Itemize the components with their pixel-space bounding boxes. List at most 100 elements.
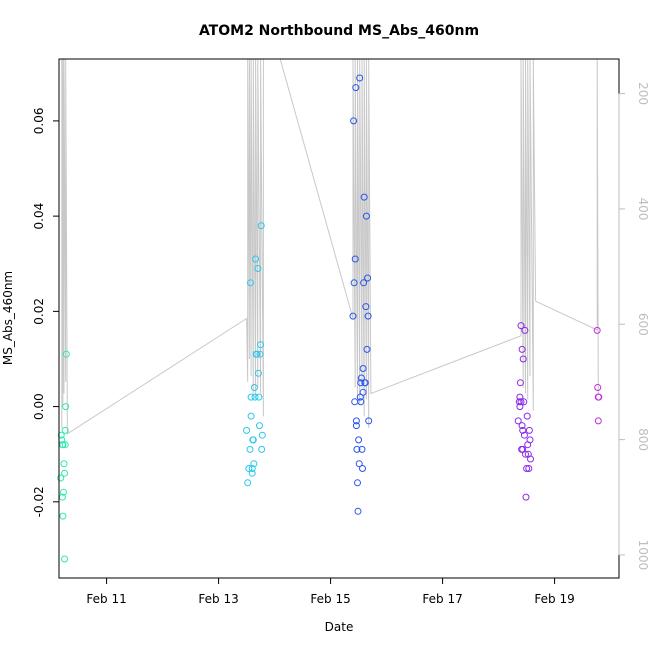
data-point <box>257 341 265 349</box>
data-point <box>59 441 67 449</box>
data-point <box>251 393 259 401</box>
data-point <box>249 436 257 444</box>
data-point <box>59 512 67 520</box>
data-point <box>250 460 258 468</box>
data-point <box>362 212 370 220</box>
data-point <box>520 398 528 406</box>
data-point <box>256 350 264 358</box>
data-point <box>349 312 357 320</box>
data-point <box>61 441 69 449</box>
data-point <box>357 379 365 387</box>
data-point <box>516 393 524 401</box>
data-point <box>359 365 367 372</box>
data-point <box>61 555 69 563</box>
data-point <box>248 469 256 477</box>
data-point <box>243 426 251 434</box>
data-point <box>518 422 526 430</box>
data-point <box>57 474 65 482</box>
y2-tick-label: 600 <box>636 313 650 336</box>
data-point <box>593 326 601 334</box>
x-axis-label: Date <box>325 620 354 634</box>
data-point <box>516 403 524 411</box>
data-point <box>517 398 525 406</box>
data-point <box>520 431 528 439</box>
axes-layer: Feb 11 Feb 13 Feb 15 Feb 17 Feb 19 -0.02 0.00 0… <box>32 58 650 606</box>
series-5 <box>593 326 603 425</box>
data-point <box>354 507 362 515</box>
series-2 <box>243 222 266 487</box>
data-point <box>256 422 263 430</box>
data-point <box>352 422 360 430</box>
data-point <box>595 393 603 401</box>
x-tick-label: Feb 17 <box>422 592 462 606</box>
series-4 <box>514 322 534 501</box>
y2-tick-label: 800 <box>636 428 650 451</box>
data-point <box>514 417 522 425</box>
data-point <box>365 417 373 425</box>
data-point <box>523 465 531 472</box>
data-point <box>517 322 525 330</box>
data-point <box>363 345 371 353</box>
series-3 <box>349 74 373 515</box>
data-point <box>359 465 366 472</box>
data-point <box>527 455 534 463</box>
data-point <box>257 222 265 230</box>
data-point <box>350 279 358 287</box>
data-point <box>360 279 368 287</box>
data-point <box>526 436 534 444</box>
data-point <box>62 350 70 358</box>
data-point <box>364 274 372 282</box>
data-point <box>247 279 254 287</box>
data-point <box>252 255 260 263</box>
y2-tick-label: 1000 <box>636 540 650 571</box>
data-point <box>522 493 530 501</box>
data-point <box>255 393 263 401</box>
data-point <box>359 388 367 396</box>
y2-tick-label: 200 <box>636 82 650 105</box>
y-tick-label: 0.06 <box>32 108 46 135</box>
data-point <box>258 445 266 453</box>
y-axis-label: MS_Abs_460nm <box>1 271 15 365</box>
data-point <box>355 460 363 468</box>
data-point <box>350 117 358 125</box>
x-tick-label: Feb 15 <box>310 592 350 606</box>
data-point <box>62 403 70 411</box>
data-point <box>519 445 527 453</box>
data-point <box>523 412 531 420</box>
data-point <box>518 345 526 353</box>
data-point <box>248 465 256 472</box>
data-point <box>245 465 253 472</box>
y-tick-label: 0.00 <box>32 393 46 420</box>
data-point <box>354 479 361 487</box>
data-point <box>57 431 65 439</box>
data-point <box>516 379 524 387</box>
data-point <box>519 426 527 434</box>
data-point <box>247 412 255 420</box>
data-point <box>353 445 361 453</box>
y-tick-label: 0.02 <box>32 298 46 325</box>
data-point <box>525 426 533 434</box>
chart-title: ATOM2 Northbound MS_Abs_460nm <box>199 23 479 39</box>
data-point <box>61 469 69 477</box>
data-point <box>521 326 529 334</box>
x-tick-label: Feb 11 <box>86 592 126 606</box>
data-point <box>254 369 262 377</box>
data-point <box>361 379 369 387</box>
y-tick-label: 0.04 <box>32 203 46 230</box>
depth-series-layer <box>61 59 599 435</box>
data-point <box>594 417 602 425</box>
scatter-points-layer <box>57 74 603 563</box>
data-point <box>258 431 266 439</box>
data-point <box>250 384 258 391</box>
data-point <box>352 84 360 92</box>
data-point <box>351 255 359 263</box>
data-point <box>357 398 365 406</box>
data-point <box>60 488 67 496</box>
data-point <box>254 265 262 272</box>
data-point <box>247 393 255 401</box>
x-tick-label: Feb 19 <box>534 592 574 606</box>
series-1 <box>57 350 70 563</box>
